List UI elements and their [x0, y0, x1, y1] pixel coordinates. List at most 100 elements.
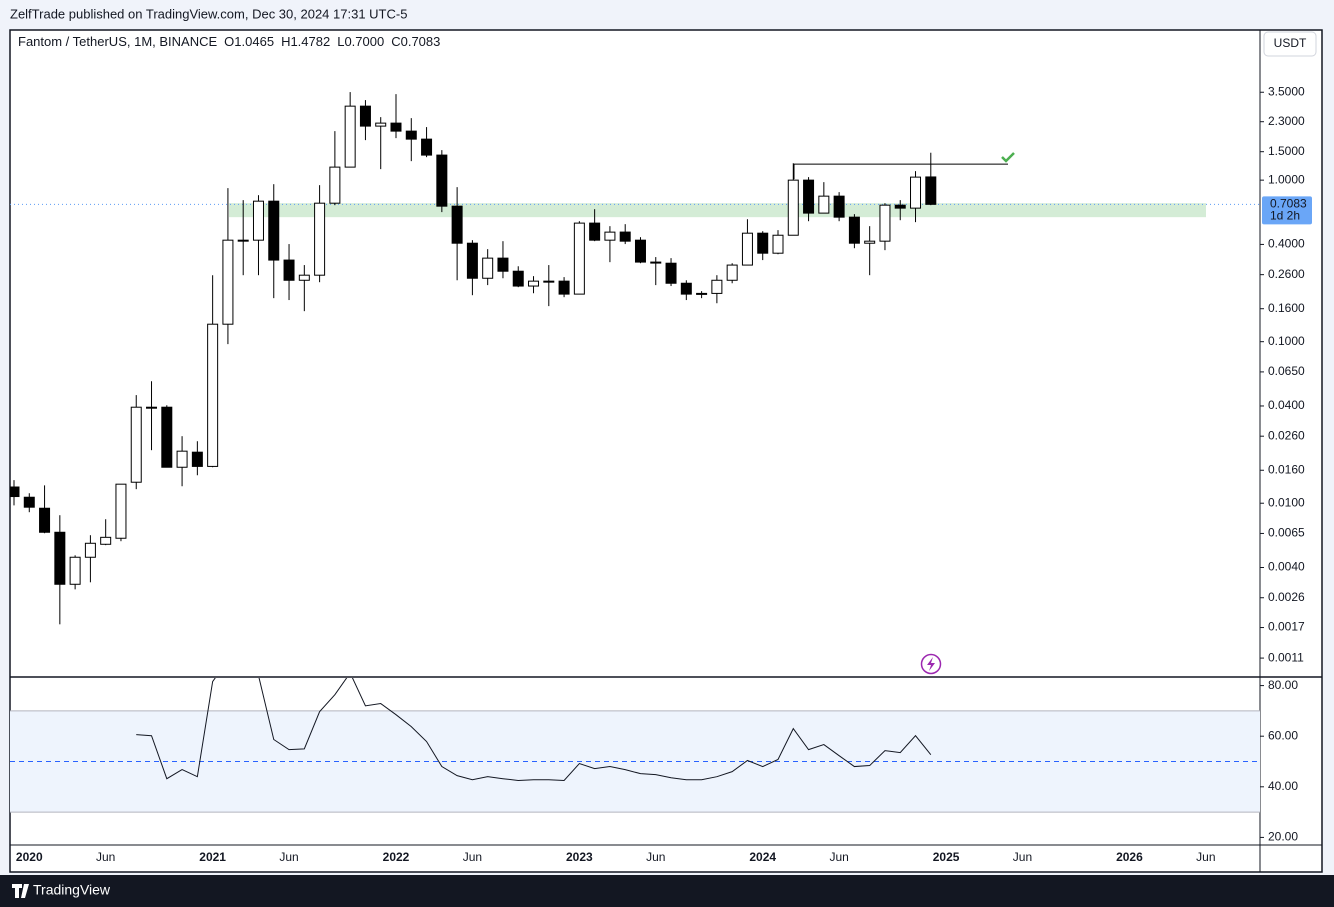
symbol: Fantom / TetherUS, 1M, BINANCE	[18, 34, 217, 49]
candle-body	[726, 264, 738, 281]
candle-body	[237, 239, 249, 242]
candle-body	[222, 239, 234, 325]
currency: USDT	[1274, 36, 1307, 50]
candle-body	[604, 231, 616, 241]
currency-button[interactable]	[1263, 31, 1317, 57]
candle-body	[741, 232, 753, 266]
candle-body	[39, 507, 51, 533]
countdown: 1d 2h	[1270, 209, 1300, 223]
publisher: ZelfTrade published on TradingView.com, …	[10, 6, 407, 21]
ohlc-key: C	[391, 34, 400, 49]
candle-body	[375, 122, 387, 127]
candle-body	[711, 279, 723, 294]
candle-body	[803, 179, 815, 214]
x-tick-label: Jun	[463, 850, 482, 864]
candle-body	[589, 222, 601, 241]
footer	[0, 875, 1334, 907]
rsi-pane	[10, 678, 1260, 813]
candle-body	[130, 406, 142, 483]
x-tick-label: Jun	[96, 850, 115, 864]
candle-body	[482, 257, 494, 279]
candle-body	[191, 451, 203, 467]
candle-body	[925, 176, 937, 205]
candle-body	[268, 200, 280, 261]
candle-body	[543, 280, 555, 283]
y-tick-label: 0.4000	[1268, 237, 1305, 251]
candle-body	[696, 292, 708, 295]
price-badge-label: 0.7083	[1270, 197, 1307, 211]
ohlc-key: L	[337, 34, 344, 49]
candle-body	[818, 195, 830, 214]
y-tick-label: 60.00	[1268, 728, 1298, 742]
y-tick-label: 0.0040	[1268, 560, 1305, 574]
y-tick-label: 80.00	[1268, 678, 1298, 692]
y-tick-label: 1.5000	[1268, 144, 1305, 158]
candle-body	[879, 204, 891, 242]
candle-body	[314, 202, 326, 276]
candle-body	[10, 486, 20, 498]
logo-icon	[12, 884, 29, 898]
candle-body	[405, 130, 417, 140]
x-tick-label: 2022	[383, 850, 410, 864]
y-tick-label: 0.0650	[1268, 364, 1305, 378]
candle-body	[634, 239, 646, 263]
y-tick-label: 0.0260	[1268, 428, 1305, 442]
ohlc-value: 1.4782	[290, 34, 330, 49]
candle-body	[864, 240, 876, 244]
candle-body	[451, 205, 463, 244]
y-tick-label: 0.0011	[1268, 650, 1304, 664]
checkmark	[1001, 152, 1015, 163]
candle-body	[833, 195, 845, 218]
support-zone	[229, 203, 1206, 218]
candle-body	[680, 282, 692, 295]
candle-body	[787, 179, 799, 236]
candle-body	[390, 122, 402, 132]
x-tick-label: Jun	[1196, 850, 1215, 864]
candle-body	[298, 274, 310, 281]
candle-body	[283, 259, 295, 281]
candle-body	[207, 323, 219, 467]
ohlc-value: 0.7000	[344, 34, 384, 49]
x-tick-label: Jun	[279, 850, 298, 864]
x-tick-label: Jun	[1013, 850, 1032, 864]
x-tick-label: 2025	[933, 850, 960, 864]
candle-body	[23, 496, 35, 508]
ohlc-key: O	[224, 34, 234, 49]
y-tick-label: 20.00	[1268, 830, 1298, 844]
candle-body	[466, 242, 478, 279]
y-tick-label: 0.0400	[1268, 398, 1305, 412]
candle-body	[359, 105, 371, 127]
candle-body	[54, 531, 66, 585]
candle-body	[772, 234, 784, 254]
y-tick-label: 40.00	[1268, 779, 1298, 793]
lightning-icon	[920, 653, 942, 675]
candle-body	[558, 280, 570, 295]
footer-brand: TradingView	[33, 882, 111, 898]
candle-body	[100, 536, 112, 545]
candle-body	[894, 204, 906, 209]
candle-body	[573, 222, 585, 295]
candle-body	[115, 483, 127, 539]
y-tick-label: 3.5000	[1268, 84, 1305, 98]
candle-body	[910, 176, 922, 209]
legend: Fantom / TetherUS, 1M, BINANCE O1.0465 H1.…	[18, 34, 440, 49]
y-tick-label: 0.2600	[1268, 267, 1305, 281]
y-tick-label: 0.0017	[1268, 620, 1305, 634]
y-tick-label: 0.0026	[1268, 590, 1305, 604]
ohlc-value: 1.0465	[234, 34, 274, 49]
candle-body	[512, 270, 524, 287]
x-tick-label: 2026	[1116, 850, 1143, 864]
x-tick-label: 2021	[199, 850, 226, 864]
candle-body	[848, 216, 860, 244]
rsi-line	[136, 678, 932, 781]
candle-body	[161, 406, 173, 468]
candle-body	[329, 166, 341, 204]
x-tick-label: Jun	[646, 850, 665, 864]
y-tick-label: 0.1600	[1268, 301, 1305, 315]
candle-body	[436, 154, 448, 207]
candle-body	[619, 231, 631, 242]
x-tick-label: 2020	[16, 850, 43, 864]
candle-body	[84, 542, 96, 558]
candle-body	[650, 261, 662, 264]
